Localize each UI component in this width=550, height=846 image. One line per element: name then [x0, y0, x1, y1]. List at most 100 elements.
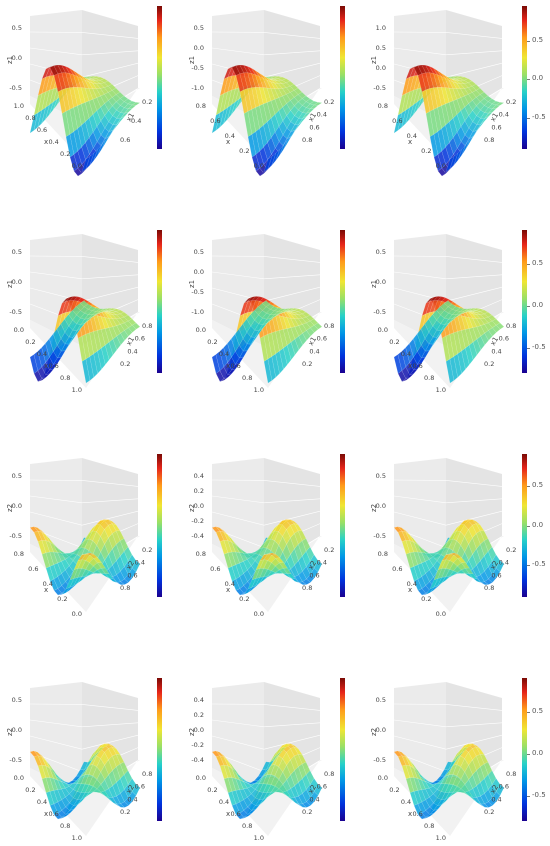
y-tick-label: 0.8 [324, 770, 334, 778]
y-tick-label: 0.2 [506, 546, 516, 554]
x-tick-label: 0.2 [57, 595, 67, 603]
colorbar-tick-label: -0.5 [532, 560, 546, 568]
colorbar [340, 678, 345, 821]
x-axis-label: x [226, 810, 230, 818]
surface-svg: 0.40.20.0-0.2-0.4z20.80.60.40.20.0x0.20.… [182, 452, 332, 622]
x-tick-label: 1.0 [254, 834, 264, 842]
y-tick-label: 0.2 [142, 546, 152, 554]
x-tick-label: 1.0 [436, 386, 446, 394]
z-tick-label: 0.5 [12, 248, 22, 256]
x-tick-label: 0.8 [242, 822, 252, 830]
x-tick-label: 0.4 [37, 798, 47, 806]
colorbar [340, 454, 345, 597]
colorbar-tick-label: 0.5 [532, 36, 543, 44]
y-tick-label: 0.6 [309, 571, 319, 579]
colorbar [522, 230, 527, 373]
x-tick-label: 0.8 [60, 822, 70, 830]
x-tick-label: 0.0 [14, 326, 24, 334]
y-tick-label: 0.8 [142, 770, 152, 778]
y-tick-label: 0.8 [484, 584, 494, 592]
x-axis-label: x [44, 362, 48, 370]
surface-svg: 0.40.20.0-0.2-0.4z20.00.20.40.60.81.0x0.… [182, 676, 332, 846]
z-axis-label: z2 [370, 504, 378, 512]
y-tick-label: 0.4 [135, 559, 145, 567]
y-tick-label: 0.6 [491, 571, 501, 579]
z-tick-label: -0.5 [373, 84, 386, 92]
x-tick-label: 0.2 [25, 786, 35, 794]
colorbar-tick-label: 0.5 [532, 481, 543, 489]
z-tick-label: -1.0 [191, 84, 204, 92]
y-tick-label: 0.2 [484, 360, 494, 368]
y-tick-label: 0.6 [499, 335, 509, 343]
z-tick-label: 0.0 [194, 44, 204, 52]
z-tick-label: -0.5 [9, 532, 22, 540]
x-tick-label: 0.6 [48, 810, 58, 818]
y-tick-label: 0.4 [309, 347, 319, 355]
y-tick-label: 0.8 [142, 322, 152, 330]
x-tick-label: 0.8 [60, 374, 70, 382]
x-tick-label: 0.8 [196, 550, 206, 558]
y-tick-label: 0.2 [506, 98, 516, 106]
z-tick-label: 0.5 [12, 24, 22, 32]
x-tick-label: 0.0 [196, 774, 206, 782]
z-tick-label: 0.5 [376, 44, 386, 52]
colorbar [522, 678, 527, 821]
colorbar [340, 6, 345, 149]
x-tick-label: 0.2 [207, 338, 217, 346]
x-tick-label: 0.0 [378, 326, 388, 334]
z-tick-label: -0.5 [373, 532, 386, 540]
x-tick-label: 0.8 [25, 114, 35, 122]
y-tick-label: 0.4 [317, 559, 327, 567]
z-axis-label: z2 [370, 728, 378, 736]
x-tick-label: 0.8 [378, 102, 388, 110]
surface-svg: 0.50.0-0.5z10.00.20.40.60.81.0x0.80.60.4… [0, 228, 150, 398]
y-tick-label: 0.6 [317, 335, 327, 343]
z-tick-label: 0.4 [194, 696, 204, 704]
z-tick-label: -1.0 [191, 308, 204, 316]
colorbar-tick-label: -0.5 [532, 791, 546, 799]
y-tick-label: 0.8 [506, 770, 516, 778]
y-tick-label: 0.2 [302, 808, 312, 816]
y-tick-label: 0.6 [135, 335, 145, 343]
x-tick-label: 0.8 [424, 374, 434, 382]
z-tick-label: 0.0 [376, 64, 386, 72]
z-axis-label: z2 [188, 728, 196, 736]
y-tick-label: 0.4 [491, 795, 501, 803]
x-tick-label: 0.6 [412, 362, 422, 370]
x-tick-label: 1.0 [254, 386, 264, 394]
surface-svg: 1.00.50.0-0.5z10.80.60.40.20.0x0.20.40.6… [364, 4, 514, 174]
z-tick-label: 0.5 [376, 472, 386, 480]
y-tick-label: 0.2 [484, 808, 494, 816]
y-tick-label: 0.8 [302, 584, 312, 592]
x-tick-label: 0.4 [219, 798, 229, 806]
y-tick-label: 0.6 [127, 571, 137, 579]
x-tick-label: 0.2 [60, 150, 70, 158]
y-tick-label: 0.2 [324, 546, 334, 554]
surface-svg: 0.50.0-0.5z20.00.20.40.60.81.0x0.80.60.4… [0, 676, 150, 846]
z-tick-label: 0.5 [376, 696, 386, 704]
colorbar [340, 230, 345, 373]
y-tick-label: 0.4 [491, 347, 501, 355]
y-tick-label: 0.4 [499, 559, 509, 567]
y-tick-label: 0.8 [120, 584, 130, 592]
x-axis-label: x [44, 138, 48, 146]
y-tick-label: 0.6 [491, 123, 501, 131]
y-tick-label: 0.6 [317, 783, 327, 791]
x-axis-label: x [226, 362, 230, 370]
z-tick-label: -0.2 [191, 517, 204, 525]
colorbar [157, 230, 162, 373]
x-tick-label: 0.2 [421, 147, 431, 155]
colorbar [157, 678, 162, 821]
colorbar-tick-label: -0.5 [532, 343, 546, 351]
x-tick-label: 0.2 [239, 595, 249, 603]
surface-svg: 0.50.0-0.5z20.80.60.40.20.0x0.20.40.60.8… [0, 452, 150, 622]
x-tick-label: 0.6 [230, 362, 240, 370]
colorbar [522, 6, 527, 149]
